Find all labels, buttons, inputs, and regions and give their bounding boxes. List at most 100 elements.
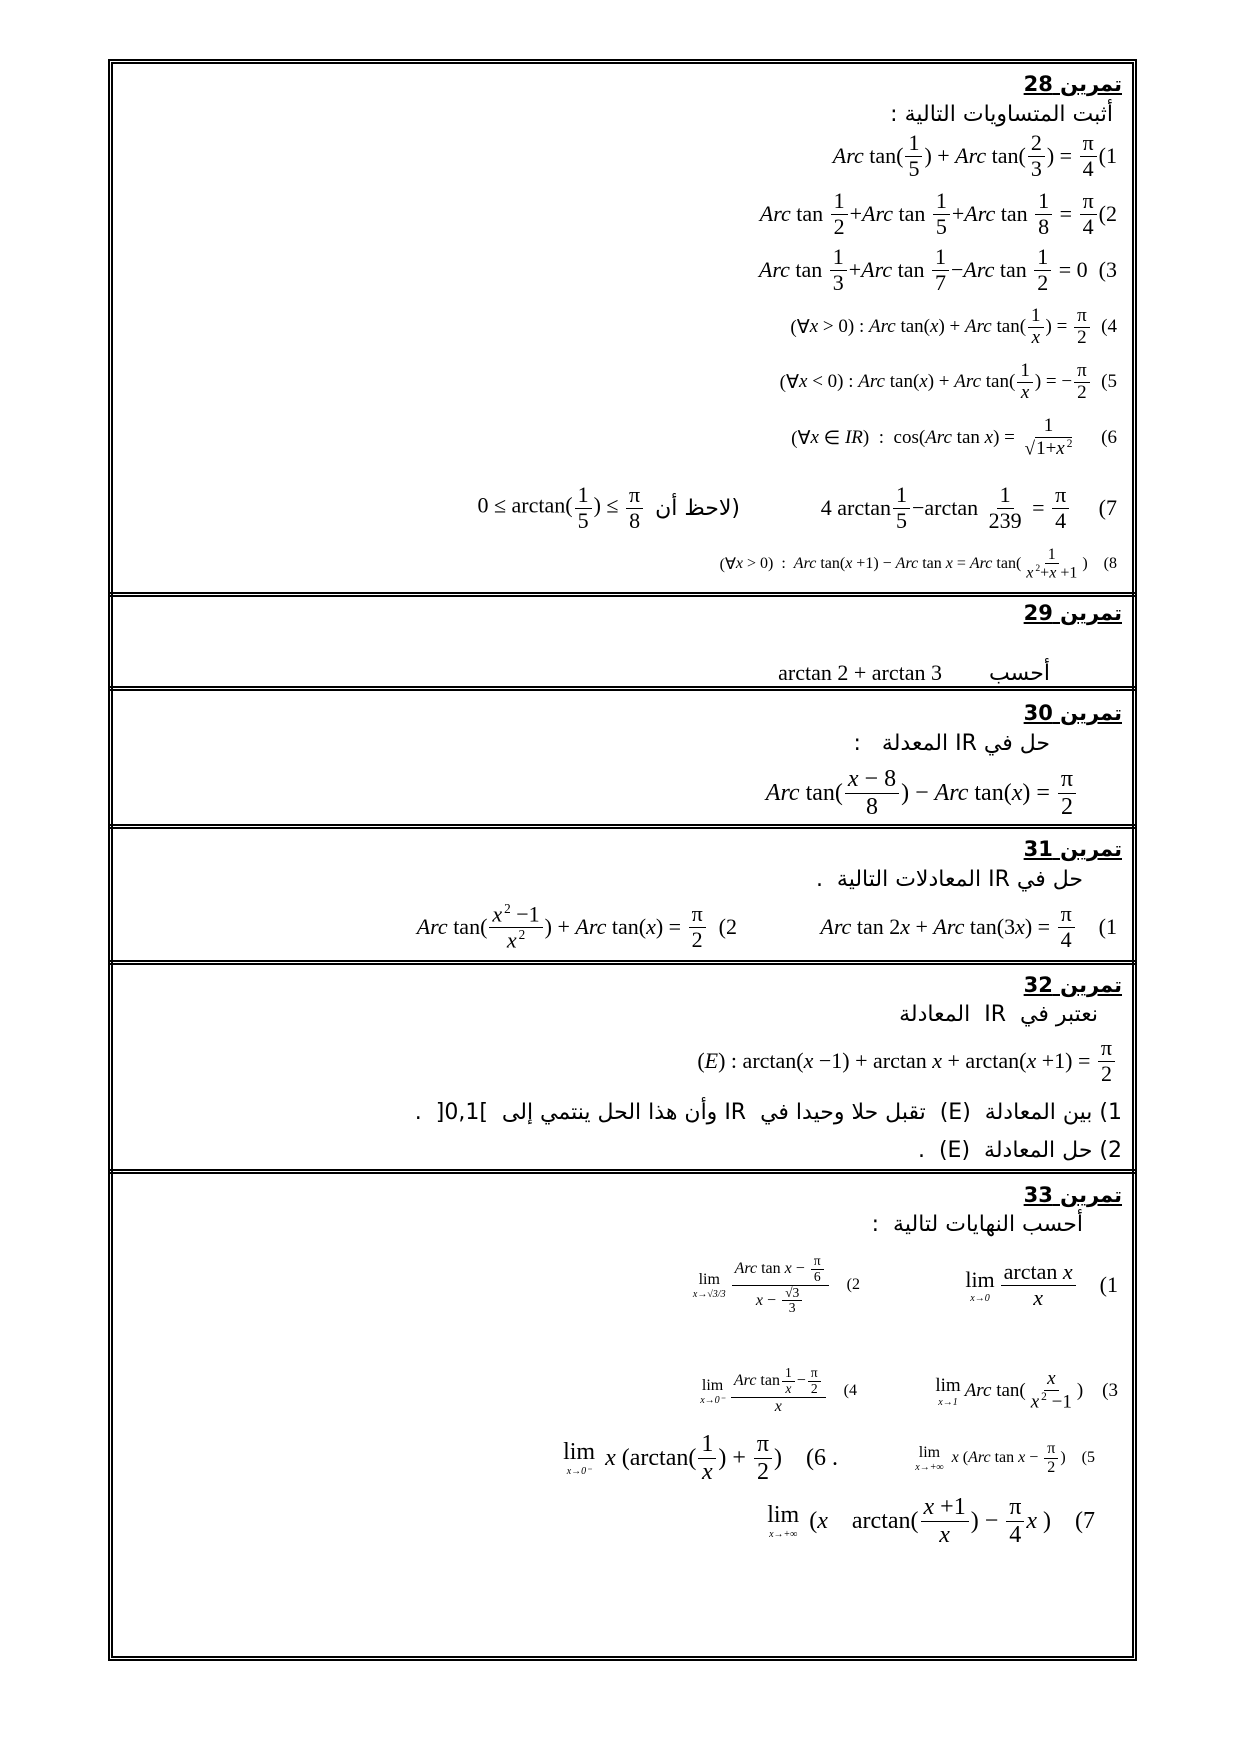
math-text: (arctan( [615, 1444, 697, 1471]
math-text: ) + [927, 371, 955, 392]
lim-word: lim [701, 1376, 724, 1394]
math-variable: x [1056, 438, 1065, 460]
math-text: π [1060, 901, 1072, 927]
math-text: 1 [832, 244, 844, 270]
exercise-33-instruction: أحسب النهايات لتالية : [871, 1211, 1083, 1237]
math-text: π [1047, 1439, 1056, 1457]
numerator: 1 [1035, 189, 1053, 215]
lim-word: lim [698, 1270, 720, 1288]
denominator: 4 [1058, 927, 1075, 952]
math-variable: x [1030, 1391, 1040, 1413]
math-variable: Arc [968, 1449, 991, 1466]
math-variable: x [923, 1494, 935, 1521]
math-text: > 0) : [818, 316, 869, 337]
math-variable: Arc [861, 257, 893, 282]
math-variable: Arc [758, 257, 790, 282]
math-variable: x [702, 1458, 713, 1485]
math-text: π [1077, 359, 1087, 381]
math-fraction: 1 x 2+x +1 [1023, 546, 1080, 583]
lim-subscript: x→0⁻ [566, 1466, 592, 1477]
lim-subscript: x→0 [970, 1292, 990, 1304]
numerator: 1 [893, 483, 910, 509]
math-text: + [951, 201, 965, 226]
math-text: 3 [1030, 155, 1042, 181]
limit-3: lim x→1 Arc tan(x x 2 −1) (3 [935, 1363, 1118, 1419]
math-variable: x [1018, 1449, 1026, 1466]
math-limit: lim x→√3/3 [693, 1271, 726, 1300]
math-variable: x [984, 427, 994, 448]
numerator: 2 [1027, 131, 1045, 157]
math-text: ( [803, 1507, 818, 1534]
math-text: −1) + arctan [813, 1048, 933, 1073]
numerator: Arc tan 1 x − π 2 [730, 1365, 826, 1399]
math-limit: lim x→0⁻ [700, 1377, 725, 1406]
math-text: 5 [935, 213, 947, 239]
math-text: + [848, 257, 862, 282]
math-text: π [1009, 1494, 1022, 1521]
denominator: x − √3 3 [753, 1284, 807, 1317]
math-text: ) + [924, 143, 956, 168]
exercise-29-instruction: أحسب [989, 660, 1050, 686]
math-text: (7 [1071, 495, 1117, 520]
lim-subscript: x→+∞ [915, 1461, 944, 1473]
math-variable: x [919, 371, 928, 392]
math-text: ) (5 [1060, 1449, 1095, 1466]
math-text: ) = [655, 914, 687, 939]
math-variable: x [810, 427, 819, 448]
math-variable: Arc [862, 201, 893, 226]
denominator: x [1030, 1284, 1046, 1310]
math-text: 2 [1037, 269, 1049, 295]
math-text: π [691, 901, 703, 927]
lim-word: lim [563, 1439, 596, 1465]
math-text: + [1040, 564, 1050, 582]
math-superscript: 2 [1041, 1390, 1047, 1403]
math-text: tan( [447, 914, 488, 939]
math-text: 1 [1037, 244, 1049, 270]
math-text: ) (8 [1082, 555, 1117, 572]
math-variable: Arc [734, 1259, 758, 1277]
math-variable: x [1033, 1284, 1044, 1310]
math-text: + [909, 914, 934, 939]
denominator: x [1029, 327, 1043, 349]
math-text: tan( [799, 779, 843, 806]
numerator: 1 [574, 483, 592, 509]
math-fraction: √3 3 [782, 1284, 803, 1317]
exercise-33-title: تمرين 33 [1023, 1183, 1122, 1207]
math-text: √3 [785, 1284, 800, 1300]
math-text: 8 [629, 507, 641, 533]
exercise-28-title: تمرين 28 [1023, 72, 1122, 96]
math-fraction: x +1 x [920, 1494, 969, 1548]
math-text: tan( [885, 371, 920, 392]
math-text: = [1054, 201, 1078, 226]
exercise-32-question-1: 1) بين المعادلة (E) تقبل حلا وحيدا في IR… [414, 1099, 1122, 1125]
math-limit: lim x→0 [965, 1267, 994, 1304]
denominator: 2 [808, 1381, 821, 1397]
math-text: = [952, 555, 970, 572]
math-variable: x [1020, 381, 1030, 403]
numerator: π [807, 1365, 821, 1383]
math-text: 4 arctan [820, 495, 891, 520]
divider [108, 1169, 1135, 1174]
equality-5: (∀ x < 0) : Arc tan(x) + Arc tan(1 x) = − π… [780, 354, 1117, 410]
math-variable: x [1015, 914, 1025, 939]
limit-4: lim x→0⁻ Arc tan 1 x − π 2 x (4 [700, 1363, 857, 1419]
math-text: 1 [935, 188, 947, 214]
denominator: x [936, 1522, 953, 1548]
math-text: (1 [1077, 1272, 1118, 1297]
numerator: π [753, 1431, 773, 1459]
math-text: 6 [813, 1268, 821, 1284]
denominator: 239 [986, 508, 1025, 533]
